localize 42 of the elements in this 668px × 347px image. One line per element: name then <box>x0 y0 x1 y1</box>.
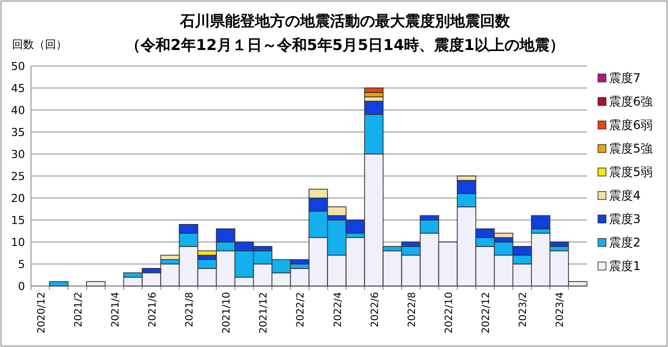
chart-subtitle: （令和2年12月１日～令和5年5月5日14時、震度1以上の地震） <box>126 36 564 54</box>
legend-label: 震度3 <box>609 212 641 226</box>
bar <box>86 281 106 286</box>
x-tick-label: 2022/4 <box>332 292 344 328</box>
y-tick-label: 30 <box>11 148 25 161</box>
legend-label: 震度2 <box>609 236 641 250</box>
x-tick-label: 2021/6 <box>147 292 158 328</box>
bar <box>49 281 68 286</box>
y-tick-label: 25 <box>11 170 25 183</box>
y-axis-title: 回数（回） <box>12 38 67 51</box>
x-tick-label: 2023/2 <box>518 292 530 328</box>
x-tick-label: 2021/12 <box>258 292 270 334</box>
x-tick-label: 2021/2 <box>73 292 84 328</box>
y-tick-label: 50 <box>11 60 25 73</box>
y-tick-label: 0 <box>18 280 25 293</box>
x-tick-label: 2022/8 <box>406 292 418 328</box>
bar <box>531 215 550 230</box>
y-tick-label: 15 <box>11 214 25 227</box>
legend-label: 震度4 <box>609 188 641 202</box>
legend-label: 震度6強 <box>609 94 653 108</box>
x-tick-label: 2021/8 <box>184 292 196 328</box>
legend-label: 震度5強 <box>609 142 653 156</box>
x-tick-label: 2021/4 <box>110 292 122 328</box>
y-tick-label: 20 <box>11 192 25 205</box>
x-tick-label: 2021/10 <box>222 292 233 334</box>
x-tick-label: 2022/10 <box>444 292 455 334</box>
bar <box>364 88 384 93</box>
y-tick-label: 5 <box>18 258 25 271</box>
chart-title: 石川県能登地方の地震活動の最大震度別地震回数 <box>179 12 511 30</box>
x-tick-label: 2020/12 <box>36 292 48 334</box>
legend-label: 震度6弱 <box>609 118 653 132</box>
legend-label: 震度5弱 <box>609 165 653 179</box>
y-tick-label: 40 <box>11 104 25 117</box>
x-tick-label: 2022/12 <box>481 292 492 334</box>
legend-label: 震度7 <box>609 71 641 85</box>
legend-label: 震度1 <box>609 259 641 273</box>
x-tick-label: 2022/2 <box>296 292 307 328</box>
y-tick-label: 10 <box>11 236 25 249</box>
y-tick-label: 35 <box>11 126 25 139</box>
x-tick-label: 2023/4 <box>555 292 566 328</box>
y-tick-label: 45 <box>11 82 25 95</box>
x-tick-label: 2022/6 <box>370 292 381 328</box>
